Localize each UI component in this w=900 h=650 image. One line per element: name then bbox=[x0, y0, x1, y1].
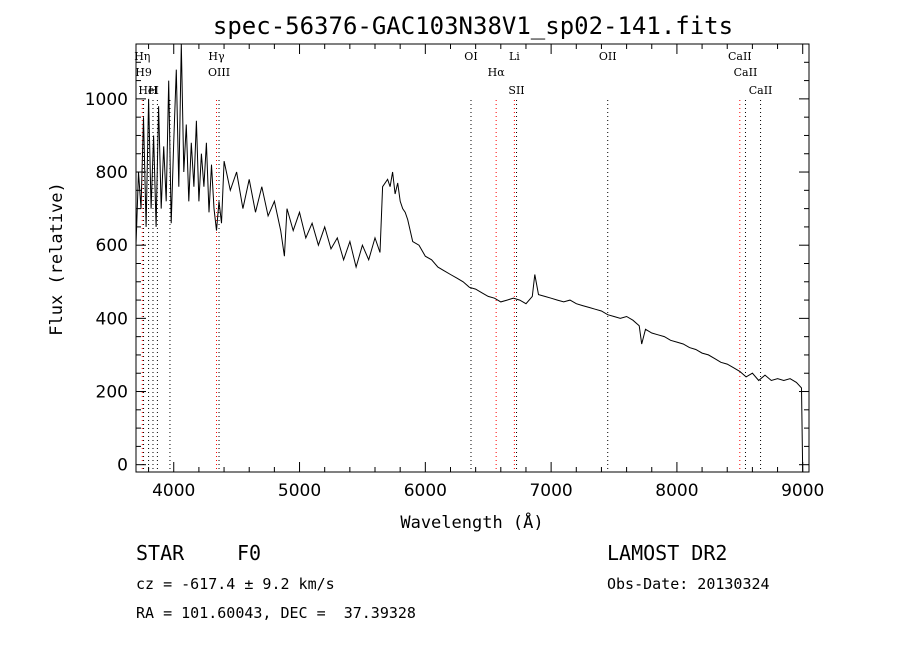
x-tick-label: 6000 bbox=[404, 481, 447, 501]
x-tick-label: 9000 bbox=[781, 481, 824, 501]
x-tick-label: 4000 bbox=[152, 481, 195, 501]
plot-frame bbox=[135, 43, 810, 473]
line-label: Hα bbox=[488, 66, 506, 79]
spectrum-line bbox=[135, 43, 804, 473]
line-label: OII bbox=[599, 50, 617, 63]
y-axis-label: Flux (relative) bbox=[47, 182, 67, 336]
x-tick-label: 5000 bbox=[278, 481, 321, 501]
line-label: CaII bbox=[728, 50, 752, 63]
object-class: STAR bbox=[136, 541, 185, 565]
line-label: SII bbox=[508, 84, 524, 97]
line-label: OIII bbox=[208, 66, 230, 79]
y-tick-label: 800 bbox=[96, 163, 128, 183]
axis-ticks: 4000 5000 6000 7000 8000 9000 0 200 400 600 800 100… bbox=[85, 43, 824, 501]
line-label: HeI bbox=[138, 84, 158, 97]
y-tick-label: 0 bbox=[117, 456, 128, 476]
y-tick-label: 1000 bbox=[85, 90, 128, 110]
line-label: CaII bbox=[749, 84, 773, 97]
x-tick-label: 7000 bbox=[529, 481, 572, 501]
y-tick-label: 200 bbox=[96, 383, 128, 403]
obs-date: Obs-Date: 20130324 bbox=[607, 575, 770, 593]
line-label: Hη bbox=[134, 50, 150, 63]
line-label: CaII bbox=[734, 66, 758, 79]
line-label: Li bbox=[509, 50, 520, 63]
redshift-cz: cz = -617.4 ± 9.2 km/s bbox=[136, 575, 335, 593]
y-tick-label: 600 bbox=[96, 236, 128, 256]
line-label: OI bbox=[464, 50, 477, 63]
survey-name: LAMOST DR2 bbox=[607, 541, 728, 565]
coordinates: RA = 101.60043, DEC = 37.39328 bbox=[136, 604, 416, 622]
line-label: H9 bbox=[135, 66, 152, 79]
chart-title: spec-56376-GAC103N38V1_sp02-141.fits bbox=[213, 12, 733, 40]
x-tick-label: 8000 bbox=[655, 481, 698, 501]
y-tick-label: 400 bbox=[96, 309, 128, 329]
x-axis-label: Wavelength (Å) bbox=[400, 511, 543, 533]
object-subclass: F0 bbox=[237, 541, 262, 565]
line-label: H bbox=[148, 84, 158, 97]
line-label: Hγ bbox=[208, 50, 225, 63]
